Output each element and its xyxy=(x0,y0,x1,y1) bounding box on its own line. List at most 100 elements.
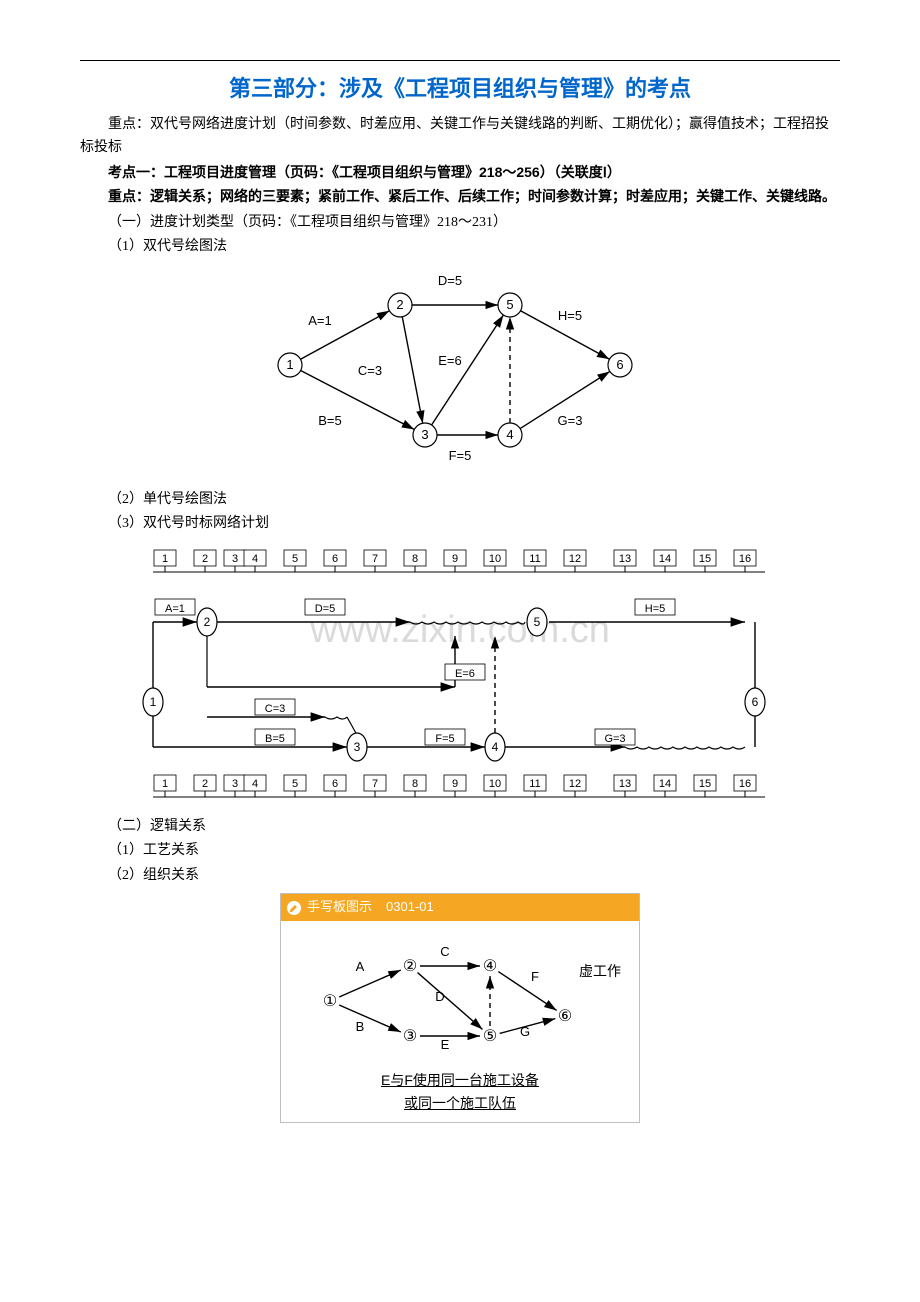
svg-text:5: 5 xyxy=(534,615,541,629)
svg-text:F=5: F=5 xyxy=(449,448,472,463)
svg-text:3: 3 xyxy=(232,553,238,565)
svg-text:H=5: H=5 xyxy=(558,308,582,323)
svg-text:13: 13 xyxy=(619,553,631,565)
svg-text:15: 15 xyxy=(699,553,711,565)
svg-text:B=5: B=5 xyxy=(318,413,342,428)
item-1-2: （2）单代号绘图法 xyxy=(80,489,840,511)
hw-caption-line2: 或同一个施工队伍 xyxy=(404,1092,516,1114)
svg-text:2: 2 xyxy=(204,615,211,629)
svg-text:⑤: ⑤ xyxy=(483,1028,497,1045)
svg-text:A=1: A=1 xyxy=(165,603,185,615)
section-1: （一）进度计划类型（页码：《工程项目组织与管理》218～231） xyxy=(80,212,840,234)
svg-text:①: ① xyxy=(323,993,337,1010)
item-2-1: （1）工艺关系 xyxy=(80,840,840,862)
diagram-2: 1234567891011121314151612345678910111213… xyxy=(125,542,795,802)
svg-text:6: 6 xyxy=(332,778,338,790)
svg-text:1: 1 xyxy=(286,357,293,372)
svg-text:4: 4 xyxy=(492,740,499,754)
svg-text:4: 4 xyxy=(252,778,258,790)
svg-text:3: 3 xyxy=(421,427,428,442)
svg-text:G=3: G=3 xyxy=(604,733,625,745)
svg-text:H=5: H=5 xyxy=(645,603,666,615)
svg-text:A: A xyxy=(356,959,365,974)
intro-text: 重点：双代号网络进度计划（时间参数、时差应用、关键工作与关键线路的判断、工期优化… xyxy=(80,114,840,159)
svg-text:A=1: A=1 xyxy=(308,313,332,328)
kaodian1-title: 考点一：工程项目进度管理（页码：《工程项目组织与管理》218～256）（关联度Ⅰ… xyxy=(80,161,840,183)
svg-text:E: E xyxy=(441,1037,450,1052)
svg-text:1: 1 xyxy=(162,778,168,790)
handwrite-code: 0301-01 xyxy=(386,897,434,918)
svg-text:12: 12 xyxy=(569,553,581,565)
svg-text:B: B xyxy=(356,1019,365,1034)
svg-text:14: 14 xyxy=(659,553,671,565)
diagram-1-wrap: A=1 B=5 C=3 D=5 E=6 F=5 G=3 H=5 1 2 3 4 5 6 xyxy=(80,265,840,483)
svg-text:⑥: ⑥ xyxy=(558,1008,572,1025)
svg-text:6: 6 xyxy=(616,357,623,372)
item-1-1: （1）双代号绘图法 xyxy=(80,236,840,258)
svg-text:F=5: F=5 xyxy=(435,733,454,745)
diagram-2-wrap: 1234567891011121314151612345678910111213… xyxy=(80,542,840,810)
svg-text:7: 7 xyxy=(372,778,378,790)
pencil-icon xyxy=(287,901,301,915)
svg-text:9: 9 xyxy=(452,553,458,565)
svg-text:D=5: D=5 xyxy=(438,273,462,288)
svg-text:C=3: C=3 xyxy=(358,363,382,378)
kaodian1-points: 重点：逻辑关系；网络的三要素；紧前工作、紧后工作、后续工作；时间参数计算；时差应… xyxy=(80,185,840,209)
svg-text:11: 11 xyxy=(529,553,540,565)
svg-text:7: 7 xyxy=(372,553,378,565)
item-1-3: （3）双代号时标网络计划 xyxy=(80,513,840,535)
svg-text:8: 8 xyxy=(412,778,418,790)
diagram-3: A B C D E F G ① ② ③ ④ ⑤ ⑥ 虚工作 xyxy=(290,931,630,1061)
top-rule xyxy=(80,60,840,61)
svg-text:E=6: E=6 xyxy=(455,668,475,680)
svg-text:13: 13 xyxy=(619,778,631,790)
handwrite-body: A B C D E F G ① ② ③ ④ ⑤ ⑥ 虚工作 E与F使用同一台施工设备 或同一个施工队伍 xyxy=(281,921,639,1122)
svg-text:2: 2 xyxy=(202,778,208,790)
handwrite-panel: 手写板图示 0301-01 A B C D E F G ① ② ③ ④ ⑤ ⑥ 虚工作 E与F使用同一台施… xyxy=(280,893,640,1123)
handwrite-label: 手写板图示 xyxy=(307,897,372,918)
svg-text:10: 10 xyxy=(489,778,501,790)
svg-text:E=6: E=6 xyxy=(438,353,462,368)
svg-text:C: C xyxy=(440,944,449,959)
svg-text:④: ④ xyxy=(483,958,497,975)
svg-text:2: 2 xyxy=(202,553,208,565)
page-title: 第三部分：涉及《工程项目组织与管理》的考点 xyxy=(80,71,840,106)
svg-text:9: 9 xyxy=(452,778,458,790)
svg-text:6: 6 xyxy=(752,695,759,709)
svg-text:3: 3 xyxy=(232,778,238,790)
svg-text:D=5: D=5 xyxy=(315,603,336,615)
svg-text:16: 16 xyxy=(739,778,751,790)
svg-text:6: 6 xyxy=(332,553,338,565)
handwrite-header: 手写板图示 0301-01 xyxy=(281,894,639,921)
handwrite-caption: E与F使用同一台施工设备 或同一个施工队伍 xyxy=(289,1069,631,1114)
svg-text:1: 1 xyxy=(162,553,168,565)
svg-text:5: 5 xyxy=(292,778,298,790)
item-2-2: （2）组织关系 xyxy=(80,865,840,887)
svg-text:1: 1 xyxy=(150,695,157,709)
svg-text:3: 3 xyxy=(354,740,361,754)
svg-text:F: F xyxy=(531,969,539,984)
svg-text:②: ② xyxy=(403,958,417,975)
svg-text:4: 4 xyxy=(506,427,513,442)
intro-content: 重点：双代号网络进度计划（时间参数、时差应用、关键工作与关键线路的判断、工期优化… xyxy=(80,117,829,154)
svg-text:5: 5 xyxy=(506,297,513,312)
svg-text:G=3: G=3 xyxy=(558,413,583,428)
svg-text:10: 10 xyxy=(489,553,501,565)
svg-text:虚工作: 虚工作 xyxy=(579,964,621,980)
svg-text:B=5: B=5 xyxy=(265,733,285,745)
hw-caption-line1: E与F使用同一台施工设备 xyxy=(289,1069,631,1091)
svg-text:2: 2 xyxy=(396,297,403,312)
svg-text:15: 15 xyxy=(699,778,711,790)
svg-text:5: 5 xyxy=(292,553,298,565)
svg-text:③: ③ xyxy=(403,1028,417,1045)
svg-text:G: G xyxy=(520,1024,530,1039)
kaodian1-points-text: 重点：逻辑关系；网络的三要素；紧前工作、紧后工作、后续工作；时间参数计算；时差应… xyxy=(108,188,836,204)
section-2: （二）逻辑关系 xyxy=(80,816,840,838)
svg-text:16: 16 xyxy=(739,553,751,565)
svg-text:4: 4 xyxy=(252,553,258,565)
svg-text:8: 8 xyxy=(412,553,418,565)
svg-text:14: 14 xyxy=(659,778,671,790)
svg-text:12: 12 xyxy=(569,778,581,790)
svg-text:D: D xyxy=(435,989,444,1004)
svg-text:www.zixin.com.cn: www.zixin.com.cn xyxy=(309,609,610,651)
